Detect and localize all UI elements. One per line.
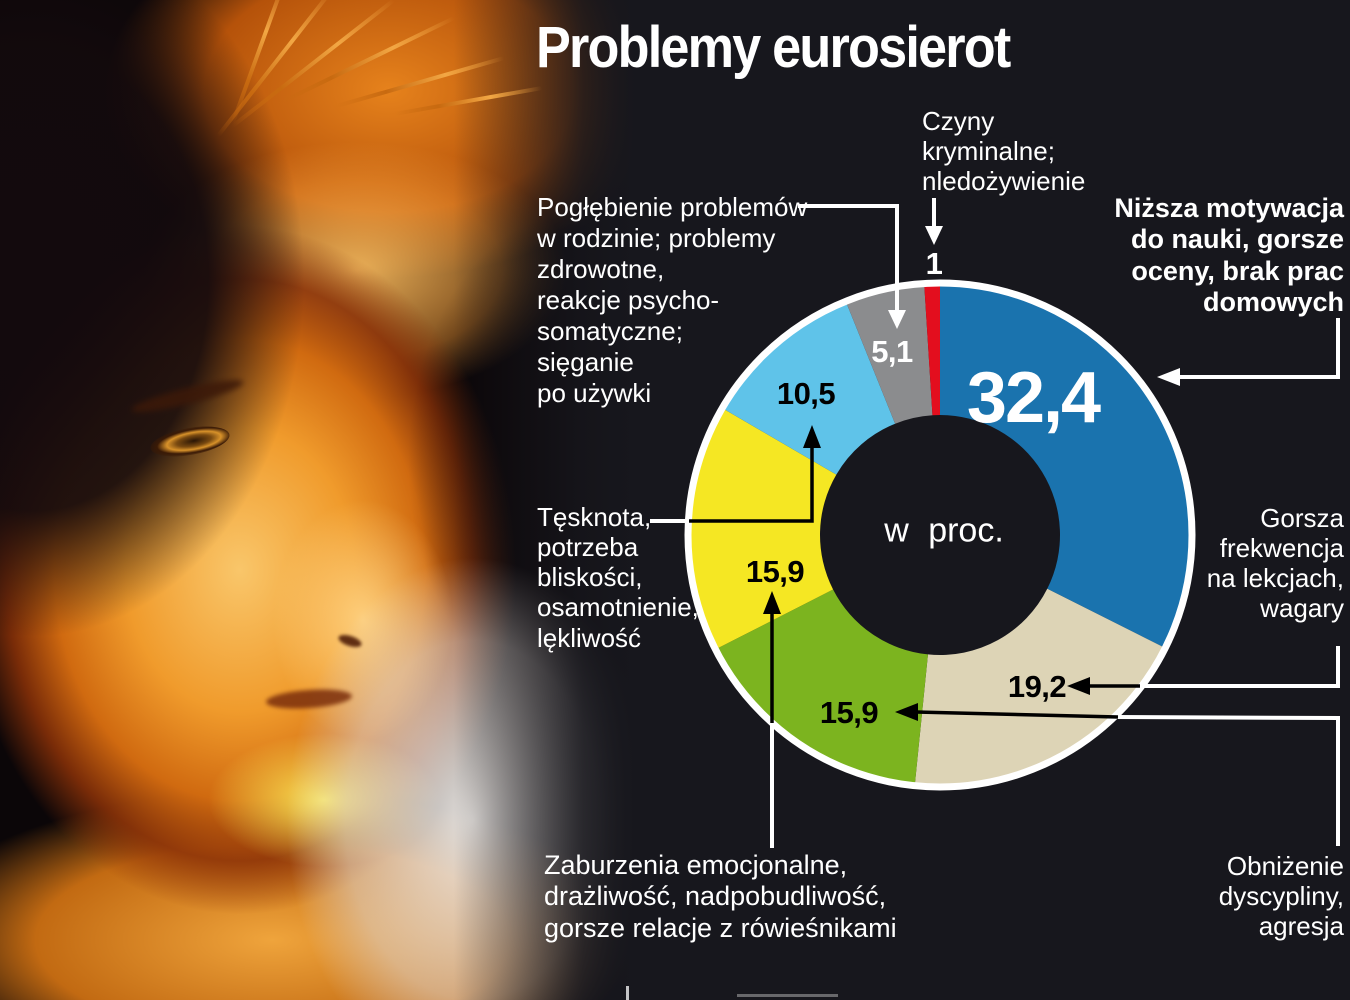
connector-gorsza (1067, 646, 1340, 695)
cropped-edge-mark (626, 986, 629, 1000)
donut-slice-1 (914, 588, 1164, 786)
callout-gorsza-frekwencja: Gorsza frekwencja na lekcjach, wagary (1206, 503, 1344, 624)
value-label-tesknota-10-5: 10,5 (776, 376, 836, 411)
connector-nizsza (1157, 318, 1340, 386)
donut-slice-0 (940, 285, 1191, 648)
connector-poglebienie (798, 204, 906, 329)
callout-poglebienie-problemow: Pogłębienie problemów w rodzinie; proble… (537, 192, 808, 408)
connector-zaburzenia (763, 591, 781, 848)
donut-outer-ring (684, 279, 1196, 791)
value-label-obnizenie-15-9: 15,9 (819, 695, 879, 730)
donut-slice-2 (717, 589, 928, 784)
page-title: Problemy eurosierot (536, 15, 1011, 80)
donut-slice-6 (924, 284, 940, 416)
callout-tesknota: Tęsknota, potrzeba bliskości, osamotnien… (537, 502, 699, 653)
donut-slice-3 (689, 409, 837, 649)
child-photo (0, 0, 648, 1000)
callout-zaburzenia-emocjonalne: Zaburzenia emocjonalne, drażliwość, nadp… (544, 850, 897, 943)
value-label-poglebienie-5-1: 5,1 (871, 334, 913, 369)
cropped-edge-mark (737, 994, 838, 997)
callout-czyny-kryminalne: Czyny kryminalne; nledożywienie (922, 106, 1086, 197)
connector-czyny (925, 198, 943, 245)
connector-tesknota (650, 425, 821, 523)
donut-slice-4 (724, 303, 896, 475)
donut-slice-5 (846, 285, 933, 424)
value-label-czyny-1: 1 (925, 246, 943, 281)
value-label-gorsza-19-2: 19,2 (1007, 669, 1067, 704)
connector-obnizenie (895, 703, 1340, 846)
callout-nizsza-motywacja: Niższa motywacja do nauki, gorsze oceny,… (1114, 193, 1344, 317)
donut-slices (689, 284, 1191, 786)
chart-unit-label: w proc. (884, 511, 1004, 550)
value-label-zaburzenia-15-9: 15,9 (745, 554, 805, 589)
value-label-niższa-32-4: 32,4 (966, 358, 1101, 438)
callout-obnizenie-dyscypliny: Obniżenie dyscypliny, agresja (1218, 851, 1344, 942)
